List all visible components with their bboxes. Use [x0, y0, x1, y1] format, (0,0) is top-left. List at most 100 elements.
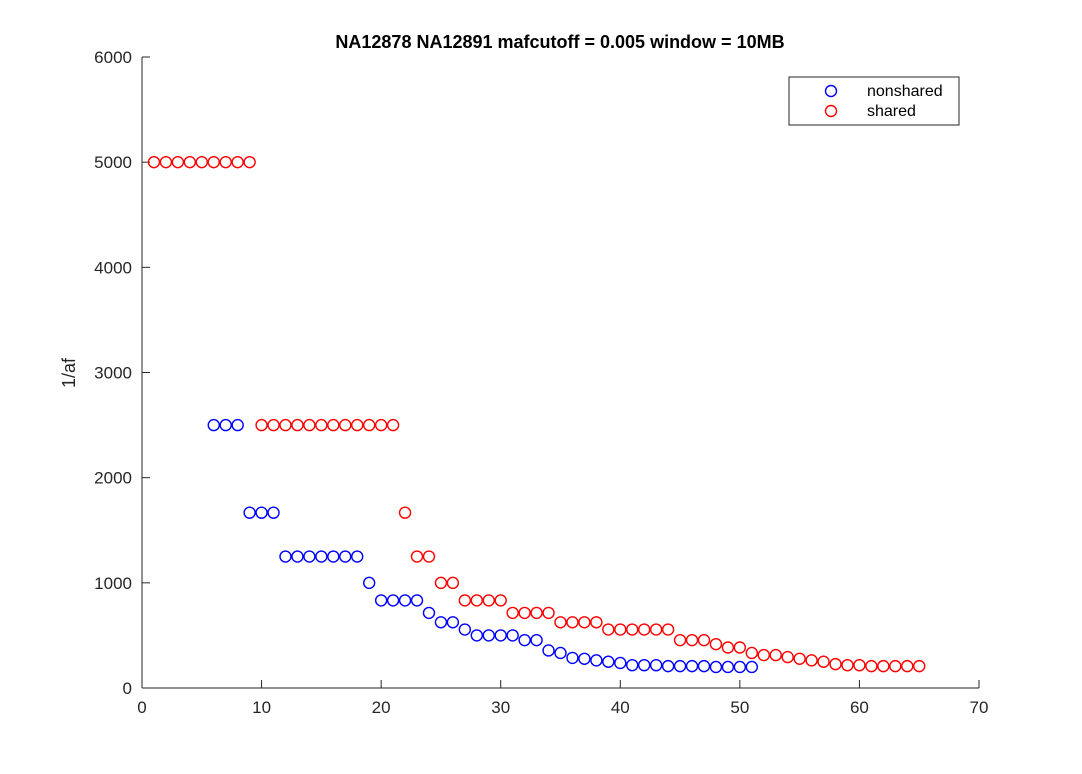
shared-point [853, 658, 866, 672]
shared-point [697, 633, 711, 647]
shared-point [422, 550, 436, 563]
legend-box [788, 76, 960, 126]
shared-point [434, 576, 448, 590]
x-tick-label: 0 [137, 698, 146, 717]
shared-point [327, 418, 340, 432]
nonshared-point [315, 550, 328, 563]
shared-point [147, 155, 161, 169]
shared-point [733, 641, 747, 654]
nonshared-point [673, 659, 687, 673]
legend-label-shared: shared [867, 103, 916, 120]
shared-point [913, 659, 926, 673]
shared-point [542, 606, 555, 620]
nonshared-point [422, 606, 436, 620]
nonshared-point [590, 654, 603, 667]
shared-point [901, 659, 914, 673]
nonshared-point [649, 658, 663, 672]
shared-point [231, 155, 244, 169]
nonshared-point [506, 629, 519, 642]
shared-point [781, 650, 794, 664]
y-axis-label: 1/af [59, 357, 79, 388]
nonshared-point [434, 616, 448, 629]
nonshared-point [351, 550, 364, 563]
shared-point [398, 506, 412, 519]
nonshared-point [446, 616, 460, 629]
nonshared-point [386, 594, 400, 607]
shared-point [649, 623, 663, 636]
shared-point [351, 418, 364, 432]
nonshared-point [327, 550, 340, 563]
shared-point [721, 641, 735, 654]
nonshared-point [398, 594, 412, 607]
nonshared-point [243, 506, 256, 519]
nonshared-point [219, 418, 232, 432]
shared-point [506, 606, 519, 620]
shared-point [171, 155, 185, 169]
shared-point [530, 606, 543, 620]
shared-point [673, 633, 687, 647]
shared-point [745, 646, 759, 660]
shared-point [255, 418, 268, 432]
nonshared-point [458, 623, 472, 636]
shared-point [362, 418, 376, 432]
series-shared [147, 155, 926, 673]
shared-point [709, 637, 723, 651]
nonshared-point [626, 658, 639, 672]
x-tick-label: 50 [730, 698, 749, 717]
chart-title: NA12878 NA12891 mafcutoff = 0.005 window… [335, 32, 784, 52]
shared-point [267, 418, 280, 432]
shared-point [805, 654, 818, 667]
nonshared-point [362, 576, 376, 590]
shared-point [291, 418, 304, 432]
nonshared-point [255, 506, 268, 519]
legend-marker-nonshared [824, 84, 838, 98]
shared-point [159, 155, 173, 169]
shared-point [590, 616, 603, 629]
y-tick-label: 4000 [94, 258, 132, 277]
shared-point [829, 657, 842, 671]
shared-point [889, 659, 902, 673]
nonshared-point [303, 550, 316, 563]
x-tick-label: 70 [970, 698, 989, 717]
y-tick-label: 2000 [94, 469, 132, 488]
shared-point [339, 418, 352, 432]
nonshared-point [494, 629, 507, 642]
shared-point [602, 623, 615, 636]
data-markers [147, 155, 926, 674]
shared-point [566, 616, 579, 629]
shared-point [195, 155, 208, 169]
nonshared-point [339, 550, 352, 563]
y-tick-label: 6000 [94, 48, 132, 67]
y-tick-label: 1000 [94, 574, 132, 593]
legend: nonshared shared [788, 76, 960, 126]
nonshared-point [614, 656, 627, 670]
shared-point [494, 594, 507, 607]
shared-point [554, 616, 567, 629]
y-axis-ticks: 0 1000 2000 3000 4000 5000 6000 [94, 48, 150, 698]
shared-point [685, 633, 699, 647]
nonshared-point [542, 644, 555, 657]
legend-marker-shared [824, 104, 838, 118]
shared-point [638, 623, 651, 636]
shared-point [458, 594, 472, 607]
nonshared-point [207, 418, 220, 432]
nonshared-point [697, 659, 711, 673]
nonshared-point [638, 658, 651, 672]
shared-point [614, 623, 627, 636]
shared-point [841, 658, 854, 672]
shared-point [578, 616, 591, 629]
shared-point [386, 418, 400, 432]
shared-point [865, 659, 878, 673]
x-tick-label: 10 [252, 698, 271, 717]
nonshared-point [231, 418, 244, 432]
shared-point [661, 623, 675, 636]
nonshared-point [661, 659, 675, 673]
shared-point [243, 155, 256, 169]
shared-point [446, 576, 460, 590]
nonshared-point [470, 629, 483, 642]
shared-point [757, 648, 770, 662]
shared-point [303, 418, 316, 432]
nonshared-point [602, 655, 615, 668]
